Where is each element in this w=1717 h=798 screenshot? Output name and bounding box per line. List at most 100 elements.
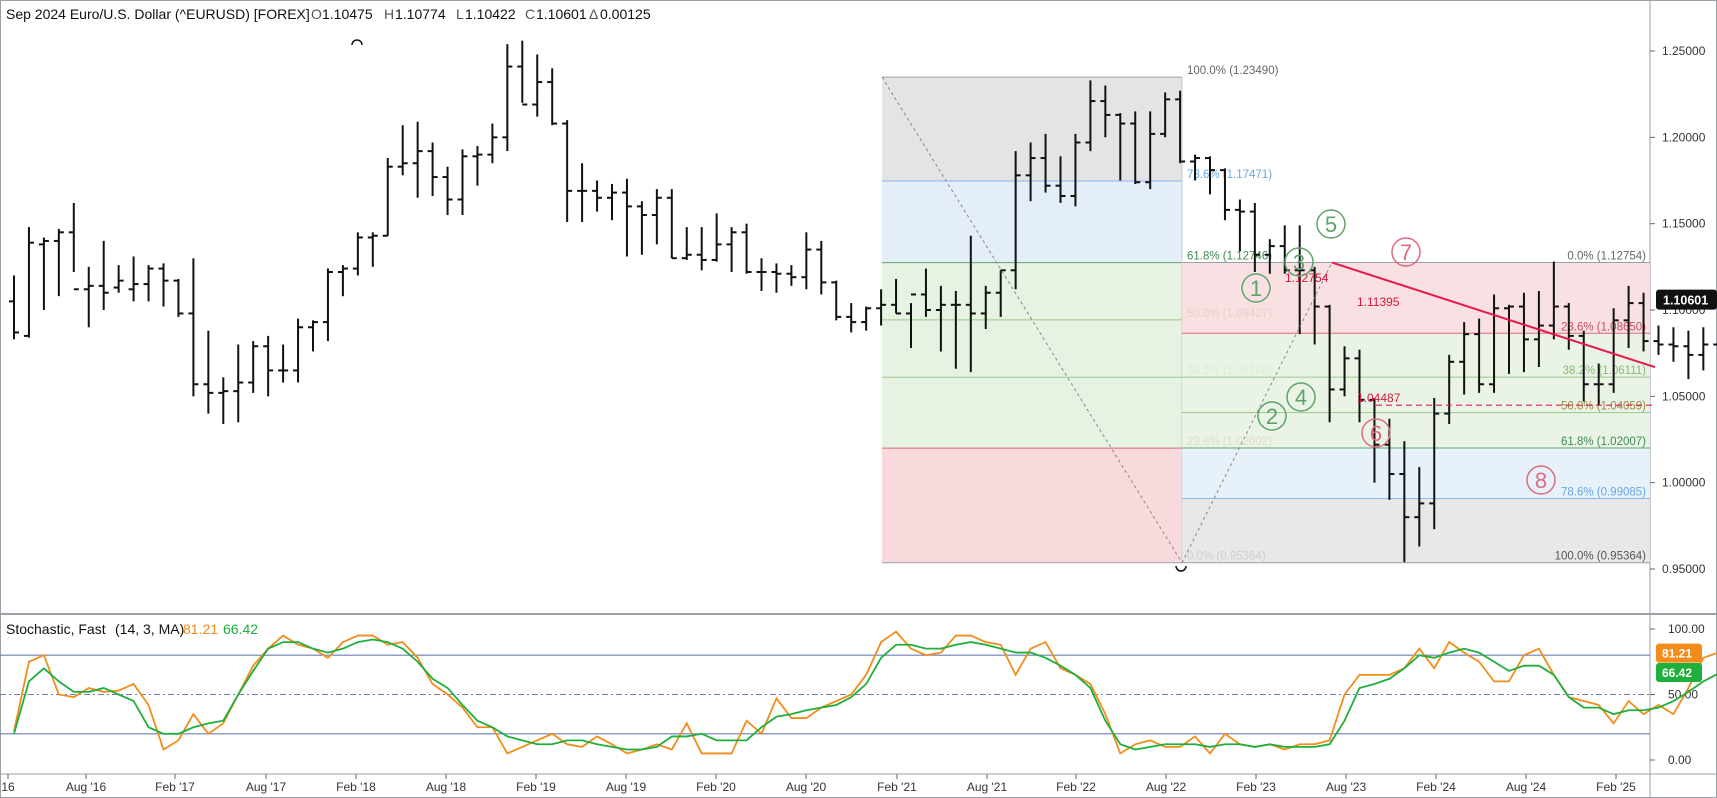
ohlc-bar <box>1429 398 1440 530</box>
ohlc-bar <box>203 330 214 414</box>
price-bars <box>9 40 1717 563</box>
fib-right-label: 100.0% (0.95364) <box>1555 551 1647 563</box>
ohlc-bar <box>1354 349 1365 423</box>
ohlc-bar <box>1399 441 1410 563</box>
wave-circle <box>1526 465 1556 495</box>
ohlc-bar <box>995 269 1006 317</box>
ohlc-bar <box>1504 304 1514 374</box>
fib-right-label: 38.2% (1.06111) <box>1563 365 1646 377</box>
wave-circle <box>1241 273 1271 303</box>
wave-number: 5 <box>1325 212 1337 237</box>
wave-label-red: 6 <box>1361 418 1391 448</box>
ohlc-bar <box>1623 285 1634 348</box>
ohlc-bar <box>1055 156 1066 203</box>
ohlc-bar <box>726 227 737 273</box>
low-label: L <box>456 6 464 22</box>
ohlc-bar <box>1145 111 1156 190</box>
ohlc-bar <box>532 54 543 117</box>
fib-retracement-right: 0.0% (1.12754) 23.6% (1.08650) 38.2% (1.06… <box>1182 250 1650 564</box>
price-annotation: 1.04487 <box>1357 391 1401 405</box>
price-axis: 1.250001.200001.150001.100001.050001.000… <box>1650 44 1706 576</box>
ohlc-bar <box>143 265 154 302</box>
wave-label-green: 4 <box>1286 382 1316 412</box>
fib-left-band <box>882 448 1182 563</box>
ohlc-bar <box>457 149 468 216</box>
fib-right-band <box>1182 448 1650 499</box>
high-label: H <box>384 6 394 22</box>
ohlc-bar <box>1339 346 1350 397</box>
ohlc-bar <box>592 180 603 212</box>
y-tick-label: 1.25000 <box>1662 44 1706 58</box>
chart-overlays: 1.12754 1.11395 1.04487 1 2 3 4 5 6 7 8 <box>351 39 1656 572</box>
ohlc-bar <box>621 178 632 257</box>
ohlc-bar <box>1683 330 1694 380</box>
ohlc-bar <box>188 258 199 397</box>
x-tick-label: Feb '23 <box>1236 780 1276 794</box>
fib-left-band <box>882 181 1182 263</box>
ohlc-bar <box>1070 133 1081 207</box>
ohlc-bar <box>906 293 916 348</box>
stoch-k-readout: 81.21 <box>183 621 218 637</box>
ohlc-bar <box>1638 292 1649 352</box>
ohlc-bar <box>1474 318 1485 393</box>
ohlc-bar <box>651 189 662 245</box>
fib-left-label: 78.6% (1.17471) <box>1187 169 1272 181</box>
ohlc-bar <box>1444 354 1455 424</box>
ohlc-bar <box>128 256 139 302</box>
ohlc-bar <box>1489 294 1500 393</box>
ohlc-bar <box>786 265 797 286</box>
ohlc-bar <box>517 40 528 106</box>
y-tick-label: 1.15000 <box>1662 217 1706 231</box>
ohlc-bar <box>397 125 408 176</box>
ohlc-bar <box>1294 225 1305 335</box>
ohlc-bar <box>1085 80 1096 152</box>
ohlc-bar <box>263 335 274 397</box>
fib-right-label: 0.0% (1.12754) <box>1567 250 1646 262</box>
x-tick-label: Aug '23 <box>1326 780 1367 794</box>
ohlc-bar <box>950 291 961 369</box>
wave-circle <box>1391 237 1421 267</box>
ohlc-readout: O 1.10475 H 1.10774 L 1.10422 C 1.10601 … <box>311 6 651 22</box>
downtrend-line <box>1331 261 1656 369</box>
wave-circle <box>1316 209 1346 239</box>
ohlc-bar <box>1234 199 1245 252</box>
wave-circle <box>1257 401 1287 431</box>
fib-left-band <box>882 377 1182 449</box>
x-tick-label: Feb '21 <box>877 780 917 794</box>
ohlc-bar <box>1653 325 1664 355</box>
ohlc-bar <box>1563 303 1574 350</box>
ohlc-bar <box>248 341 259 393</box>
ohlc-bar <box>412 121 423 198</box>
x-tick-label: Feb '19 <box>516 780 556 794</box>
stoch-d-line <box>13 638 1717 751</box>
y-tick-label: 1.20000 <box>1662 130 1706 144</box>
ohlc-bar <box>681 227 692 260</box>
wave-circle <box>1284 247 1314 277</box>
fib-retracement-left: 100.0% (1.23490) 78.6% (1.17471) 61.8% (1.… <box>882 65 1279 564</box>
ohlc-bar <box>1459 322 1470 395</box>
fib-anchor-line-right <box>1181 262 1333 563</box>
wave-circle <box>1361 418 1391 448</box>
ohlc-bar <box>442 166 453 216</box>
ohlc-bar <box>382 158 393 237</box>
ohlc-bar <box>891 278 902 315</box>
stoch-k-tag-text: 81.21 <box>1662 647 1692 661</box>
ohlc-bar <box>876 289 887 326</box>
ohlc-bar <box>1668 327 1679 362</box>
ohlc-bar <box>337 265 348 297</box>
ohlc-bar <box>696 227 707 271</box>
fib-right-label: 61.8% (1.02007) <box>1561 436 1646 448</box>
ohlc-bar <box>293 318 304 383</box>
ohlc-bar <box>278 344 289 383</box>
ohlc-bar <box>861 306 872 331</box>
stoch-d-tag-text: 66.42 <box>1662 666 1692 680</box>
last-price-tag-text: 1.10601 <box>1663 294 1708 308</box>
ohlc-bar <box>158 263 169 307</box>
ohlc-bar <box>1249 202 1260 273</box>
x-tick-label: Feb '25 <box>1596 780 1636 794</box>
wave-number: 6 <box>1370 421 1382 446</box>
wave-label-green: 1 <box>1241 273 1271 303</box>
fib-left-band <box>882 77 1182 182</box>
ohlc-bar <box>427 142 438 197</box>
